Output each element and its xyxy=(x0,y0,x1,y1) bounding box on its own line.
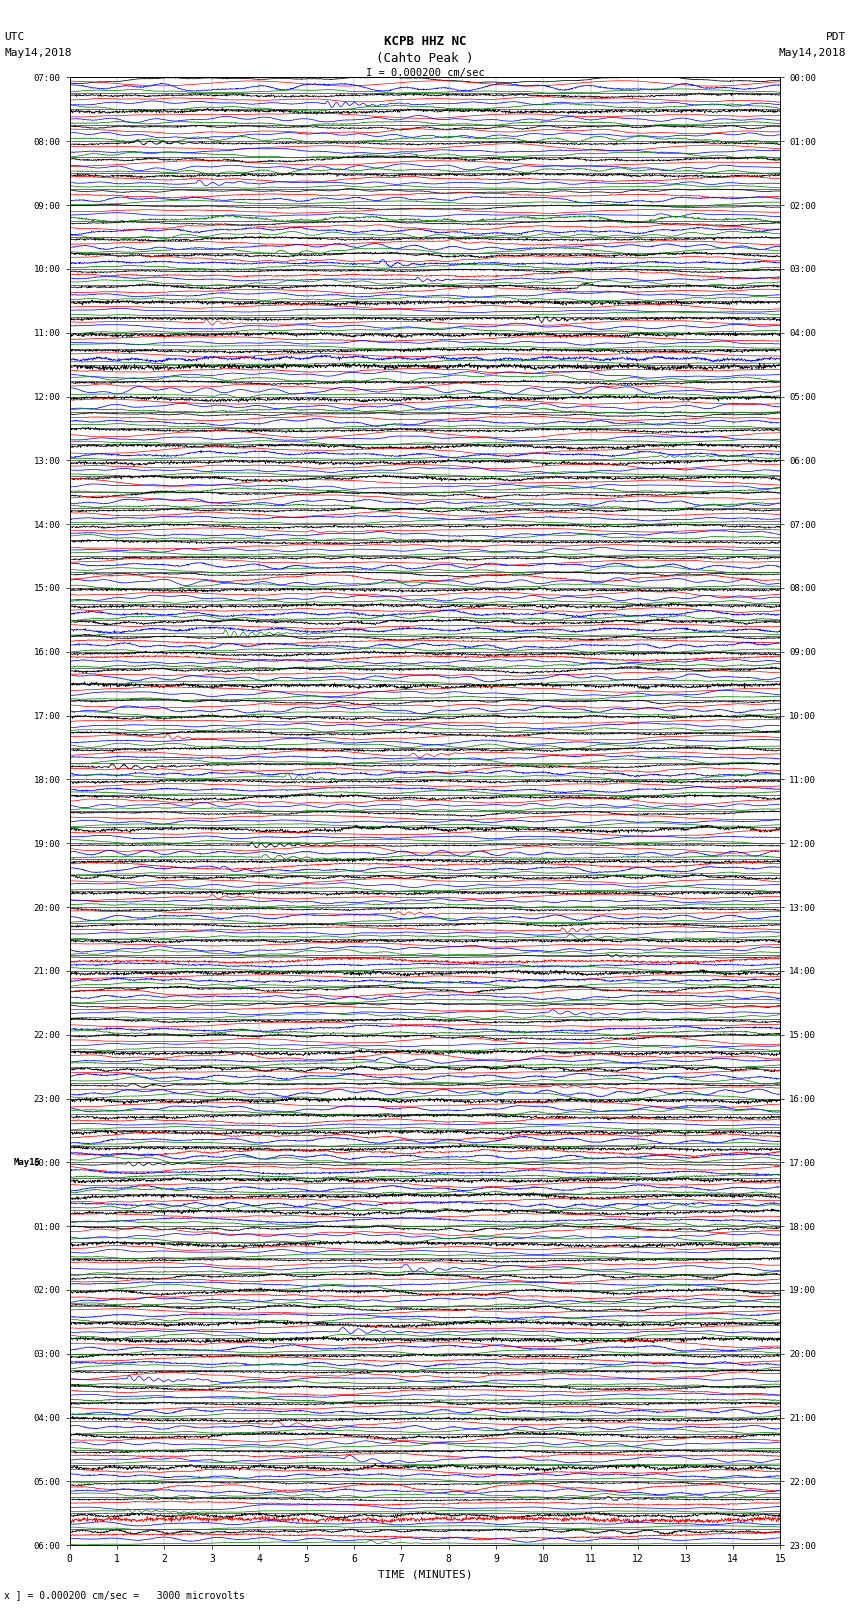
Text: May14,2018: May14,2018 xyxy=(4,48,71,58)
Text: UTC: UTC xyxy=(4,32,25,42)
Text: PDT: PDT xyxy=(825,32,846,42)
X-axis label: TIME (MINUTES): TIME (MINUTES) xyxy=(377,1569,473,1579)
Text: (Cahto Peak ): (Cahto Peak ) xyxy=(377,52,473,65)
Text: May14,2018: May14,2018 xyxy=(779,48,846,58)
Text: x ] = 0.000200 cm/sec =   3000 microvolts: x ] = 0.000200 cm/sec = 3000 microvolts xyxy=(4,1590,245,1600)
Text: I = 0.000200 cm/sec: I = 0.000200 cm/sec xyxy=(366,68,484,77)
Text: May15: May15 xyxy=(14,1158,41,1166)
Text: KCPB HHZ NC: KCPB HHZ NC xyxy=(383,35,467,48)
